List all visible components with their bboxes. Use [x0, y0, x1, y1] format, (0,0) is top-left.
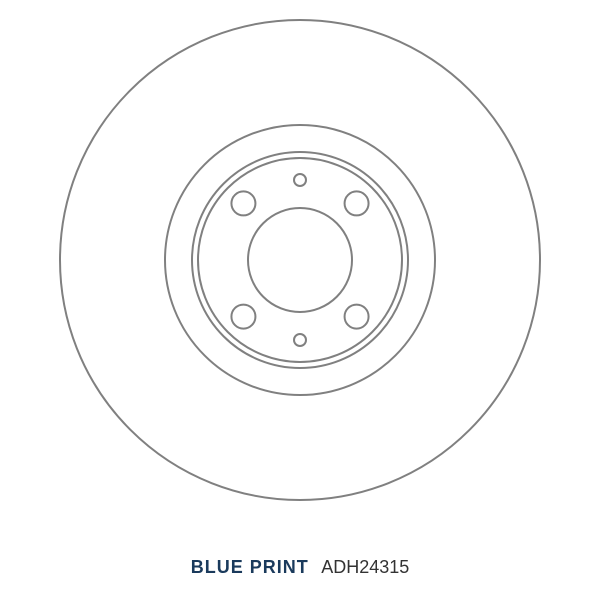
caption: BLUE PRINT ADH24315 — [191, 557, 410, 578]
brake-disc-svg — [50, 10, 550, 510]
brake-disc-diagram — [50, 10, 550, 510]
brand-label: BLUE PRINT — [191, 557, 309, 577]
part-number-label: ADH24315 — [321, 557, 409, 577]
